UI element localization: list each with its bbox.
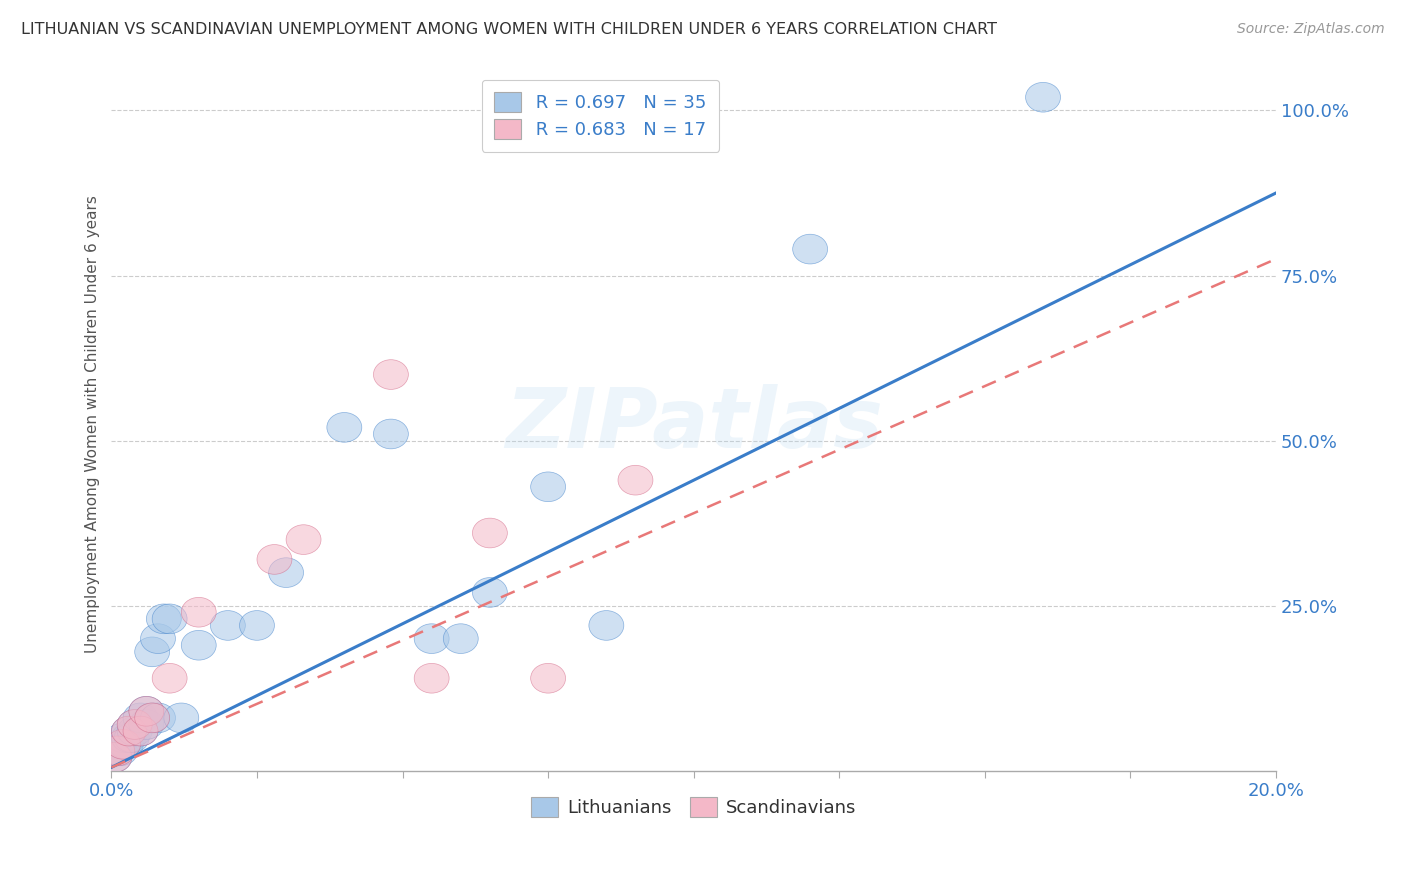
Ellipse shape — [105, 730, 141, 759]
Ellipse shape — [129, 697, 165, 726]
Ellipse shape — [415, 624, 449, 654]
Ellipse shape — [181, 631, 217, 660]
Ellipse shape — [146, 604, 181, 633]
Ellipse shape — [619, 466, 652, 495]
Ellipse shape — [129, 697, 165, 726]
Ellipse shape — [111, 723, 146, 753]
Ellipse shape — [257, 544, 292, 574]
Ellipse shape — [211, 611, 245, 640]
Ellipse shape — [117, 710, 152, 739]
Ellipse shape — [793, 235, 828, 264]
Ellipse shape — [124, 703, 157, 732]
Ellipse shape — [589, 611, 624, 640]
Ellipse shape — [100, 736, 135, 765]
Ellipse shape — [135, 703, 170, 732]
Ellipse shape — [124, 716, 157, 746]
Ellipse shape — [239, 611, 274, 640]
Ellipse shape — [269, 558, 304, 588]
Ellipse shape — [165, 703, 198, 732]
Ellipse shape — [124, 716, 157, 746]
Ellipse shape — [135, 637, 170, 666]
Legend: Lithuanians, Scandinavians: Lithuanians, Scandinavians — [524, 789, 863, 824]
Ellipse shape — [1025, 82, 1060, 112]
Ellipse shape — [97, 743, 132, 772]
Ellipse shape — [111, 716, 146, 746]
Ellipse shape — [374, 359, 408, 390]
Ellipse shape — [117, 710, 152, 739]
Ellipse shape — [181, 598, 217, 627]
Text: LITHUANIAN VS SCANDINAVIAN UNEMPLOYMENT AMONG WOMEN WITH CHILDREN UNDER 6 YEARS : LITHUANIAN VS SCANDINAVIAN UNEMPLOYMENT … — [21, 22, 997, 37]
Ellipse shape — [472, 578, 508, 607]
Ellipse shape — [285, 524, 321, 555]
Ellipse shape — [135, 703, 170, 732]
Text: Source: ZipAtlas.com: Source: ZipAtlas.com — [1237, 22, 1385, 37]
Ellipse shape — [105, 730, 141, 759]
Ellipse shape — [443, 624, 478, 654]
Ellipse shape — [152, 664, 187, 693]
Ellipse shape — [141, 703, 176, 732]
Ellipse shape — [105, 723, 141, 753]
Ellipse shape — [530, 664, 565, 693]
Ellipse shape — [103, 736, 138, 765]
Ellipse shape — [117, 716, 152, 746]
Ellipse shape — [108, 730, 143, 759]
Ellipse shape — [141, 624, 176, 654]
Ellipse shape — [530, 472, 565, 501]
Text: ZIPatlas: ZIPatlas — [505, 384, 883, 465]
Ellipse shape — [111, 716, 146, 746]
Y-axis label: Unemployment Among Women with Children Under 6 years: Unemployment Among Women with Children U… — [86, 195, 100, 653]
Ellipse shape — [97, 743, 132, 772]
Ellipse shape — [415, 664, 449, 693]
Ellipse shape — [326, 412, 361, 442]
Ellipse shape — [374, 419, 408, 449]
Ellipse shape — [152, 604, 187, 633]
Ellipse shape — [472, 518, 508, 548]
Ellipse shape — [100, 736, 135, 765]
Ellipse shape — [129, 710, 165, 739]
Ellipse shape — [114, 723, 149, 753]
